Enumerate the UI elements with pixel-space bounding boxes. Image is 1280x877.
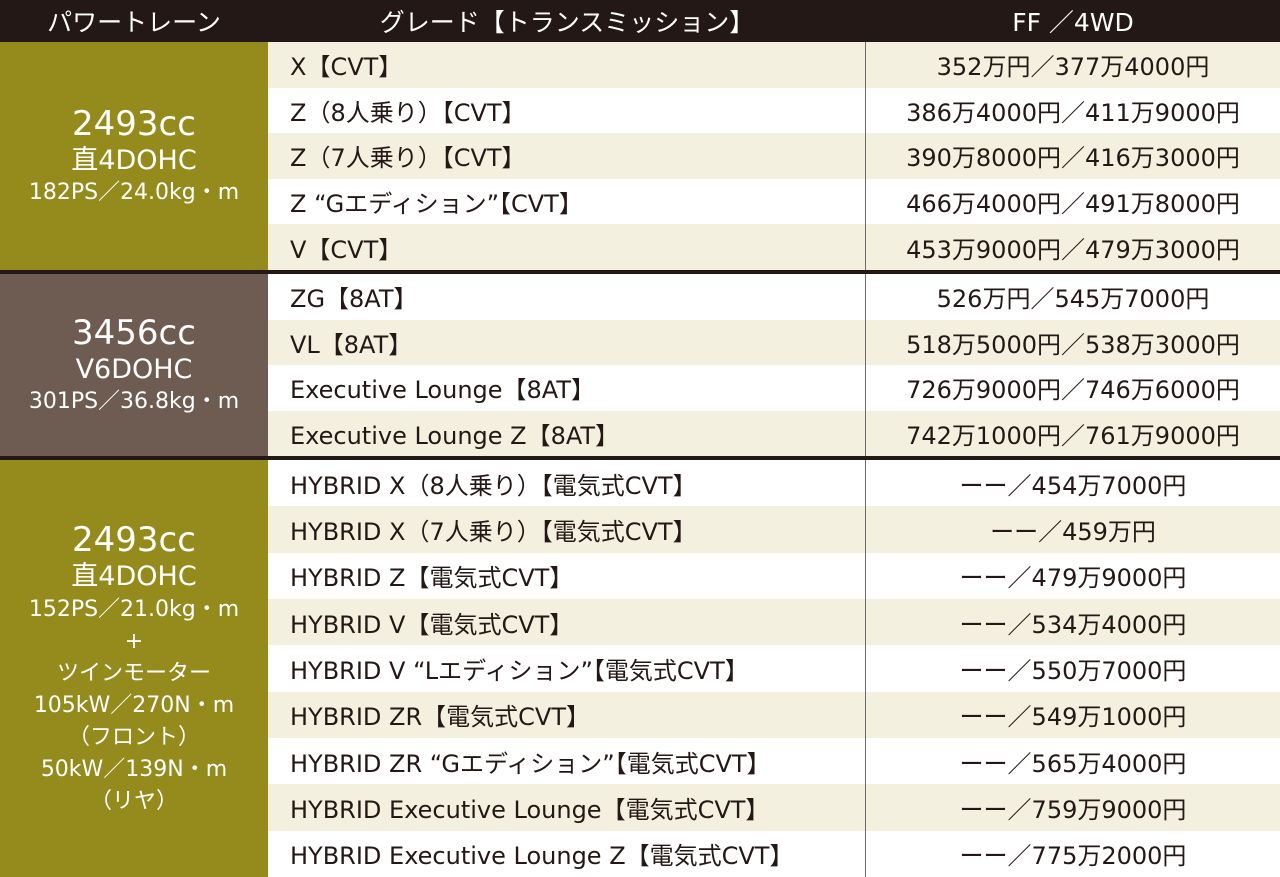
- powertrain-cell: 3456cc V6DOHC 301PS／36.8kg・m: [0, 274, 268, 456]
- grade-name: Z（7人乗り）【CVT】: [268, 133, 866, 179]
- grade-price: 386万4000円／411万9000円: [906, 98, 1240, 127]
- grade-price: ーー／550万7000円: [959, 656, 1187, 685]
- grade-price: ーー／479万9000円: [959, 564, 1187, 593]
- grade-price: 466万4000円／491万8000円: [906, 190, 1240, 219]
- grade-name: HYBRID Z【電気式CVT】: [268, 552, 866, 599]
- grade-price: 453万9000円／479万3000円: [906, 235, 1240, 264]
- powertrain-group-2493-hybrid: 2493cc 直4DOHC 152PS／21.0kg・m + ツインモーター 1…: [0, 460, 1280, 877]
- table-row: Z “Gエディション”【CVT】 466万4000円／491万8000円: [268, 178, 1280, 225]
- table-row: HYBRID Z【電気式CVT】 ーー／479万9000円: [268, 552, 1280, 599]
- powertrain-group-2493-gas: 2493cc 直4DOHC 182PS／24.0kg・m X【CVT】 352万…: [0, 42, 1280, 270]
- group-divider: [0, 456, 1280, 460]
- plus-sign: +: [124, 628, 144, 654]
- grade-name: X【CVT】: [268, 42, 866, 88]
- front-label: （フロント）: [67, 724, 200, 750]
- table-row: HYBRID ZR【電気式CVT】 ーー／549万1000円: [268, 691, 1280, 738]
- grade-price: ーー／565万4000円: [959, 749, 1187, 778]
- grade-price: 352万円／377万4000円: [936, 53, 1210, 82]
- table-row: HYBRID Executive Lounge Z【電気式CVT】 ーー／775…: [268, 830, 1280, 877]
- rear-motor-spec: 50kW／139N・m: [40, 756, 228, 782]
- displacement: 3456cc: [72, 313, 196, 353]
- table-row: VL【8AT】 518万5000円／538万3000円: [268, 319, 1280, 366]
- grade-name: Executive Lounge【8AT】: [268, 365, 866, 411]
- displacement: 2493cc: [72, 104, 196, 144]
- grade-price: 726万9000円／746万6000円: [906, 376, 1240, 405]
- engine-spec: 301PS／36.8kg・m: [28, 389, 240, 414]
- grade-price: 390万8000円／416万3000円: [906, 144, 1240, 173]
- header-price: FF ／4WD: [1012, 8, 1134, 37]
- table-row: HYBRID Executive Lounge【電気式CVT】 ーー／759万9…: [268, 784, 1280, 831]
- front-motor-spec: 105kW／270N・m: [33, 692, 235, 718]
- table-row: X【CVT】 352万円／377万4000円: [268, 42, 1280, 88]
- grade-price: ーー／759万9000円: [959, 795, 1187, 824]
- header-powertrain: パワートレーン: [47, 8, 221, 37]
- grade-rows: HYBRID X（8人乗り）【電気式CVT】 ーー／454万7000円 HYBR…: [268, 460, 1280, 877]
- grade-price: ーー／549万1000円: [959, 703, 1187, 732]
- powertrain-cell: 2493cc 直4DOHC 182PS／24.0kg・m: [0, 42, 268, 270]
- powertrain-cell: 2493cc 直4DOHC 152PS／21.0kg・m + ツインモーター 1…: [0, 460, 268, 877]
- grade-price: ーー／459万円: [990, 517, 1156, 546]
- grade-name: V【CVT】: [268, 224, 866, 270]
- grade-name: ZG【8AT】: [268, 274, 866, 320]
- table-header: パワートレーン グレード【トランスミッション】 FF ／4WD: [0, 0, 1280, 42]
- table-row: HYBRID ZR “Gエディション”【電気式CVT】 ーー／565万4000円: [268, 737, 1280, 785]
- grade-price: 526万円／545万7000円: [936, 285, 1210, 314]
- powertrain-group-3456-v6: 3456cc V6DOHC 301PS／36.8kg・m ZG【8AT】 526…: [0, 274, 1280, 457]
- grade-price: ーー／534万4000円: [959, 610, 1187, 639]
- table-row: Z（7人乗り）【CVT】 390万8000円／416万3000円: [268, 133, 1280, 179]
- engine-spec: 152PS／21.0kg・m: [28, 596, 240, 622]
- grade-name: HYBRID ZR “Gエディション”【電気式CVT】: [268, 737, 866, 785]
- table-row: HYBRID V “Lエディション”【電気式CVT】 ーー／550万7000円: [268, 645, 1280, 692]
- grade-name: Executive Lounge Z【8AT】: [268, 410, 866, 457]
- grade-name: HYBRID ZR【電気式CVT】: [268, 691, 866, 738]
- table-row: HYBRID X（7人乗り）【電気式CVT】 ーー／459万円: [268, 506, 1280, 553]
- table-row: HYBRID X（8人乗り）【電気式CVT】 ーー／454万7000円: [268, 460, 1280, 507]
- engine-type: 直4DOHC: [71, 560, 197, 592]
- grade-name: HYBRID V【電気式CVT】: [268, 598, 866, 646]
- grade-price: 518万5000円／538万3000円: [906, 330, 1240, 359]
- grade-name: Z（8人乗り）【CVT】: [268, 87, 866, 134]
- header-grade: グレード【トランスミッション】: [379, 8, 755, 37]
- table-row: ZG【8AT】 526万円／545万7000円: [268, 274, 1280, 320]
- grade-name: HYBRID Executive Lounge【電気式CVT】: [268, 784, 866, 831]
- displacement: 2493cc: [72, 519, 196, 560]
- table-row: Z（8人乗り）【CVT】 386万4000円／411万9000円: [268, 87, 1280, 134]
- grade-name: VL【8AT】: [268, 319, 866, 366]
- grade-rows: X【CVT】 352万円／377万4000円 Z（8人乗り）【CVT】 386万…: [268, 42, 1280, 270]
- table-row: Executive Lounge Z【8AT】 742万1000円／761万90…: [268, 410, 1280, 457]
- motor-type: ツインモーター: [56, 660, 211, 686]
- group-divider: [0, 270, 1280, 274]
- grade-name: HYBRID Executive Lounge Z【電気式CVT】: [268, 830, 866, 877]
- grade-rows: ZG【8AT】 526万円／545万7000円 VL【8AT】 518万5000…: [268, 274, 1280, 457]
- grade-name: HYBRID X（8人乗り）【電気式CVT】: [268, 460, 866, 507]
- table-row: V【CVT】 453万9000円／479万3000円: [268, 224, 1280, 270]
- grade-price: ーー／775万2000円: [959, 842, 1187, 871]
- engine-spec: 182PS／24.0kg・m: [28, 180, 240, 205]
- engine-type: 直4DOHC: [71, 145, 197, 176]
- grade-price: 742万1000円／761万9000円: [906, 422, 1240, 451]
- grade-name: HYBRID X（7人乗り）【電気式CVT】: [268, 506, 866, 553]
- table-row: Executive Lounge【8AT】 726万9000円／746万6000…: [268, 365, 1280, 411]
- rear-label: （リヤ）: [89, 788, 178, 814]
- grade-name: Z “Gエディション”【CVT】: [268, 178, 866, 225]
- engine-type: V6DOHC: [75, 354, 193, 385]
- table-row: HYBRID V【電気式CVT】 ーー／534万4000円: [268, 598, 1280, 646]
- grade-price: ーー／454万7000円: [959, 471, 1187, 500]
- grade-name: HYBRID V “Lエディション”【電気式CVT】: [268, 645, 866, 692]
